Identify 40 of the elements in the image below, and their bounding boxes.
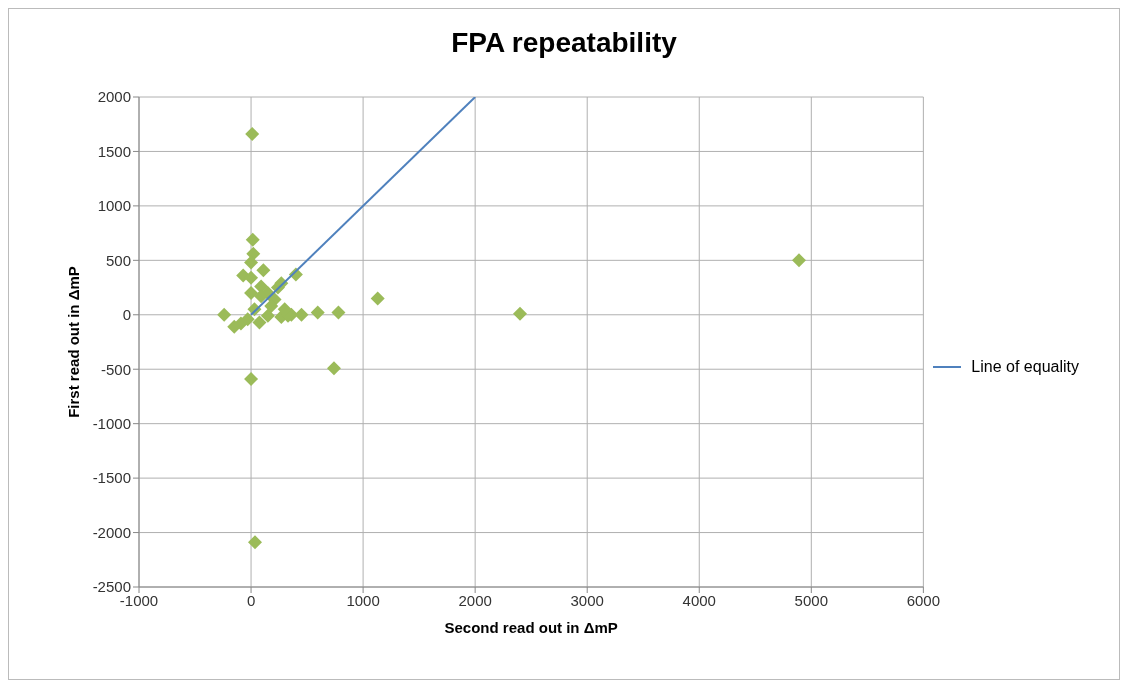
y-tick-label: -1000 xyxy=(92,414,131,432)
point xyxy=(252,315,267,330)
x-tick-label: 2000 xyxy=(458,591,492,609)
point xyxy=(217,307,232,322)
point xyxy=(331,305,346,320)
point xyxy=(244,286,259,300)
point xyxy=(244,255,259,270)
point xyxy=(310,305,325,320)
legend-label: Line of equality xyxy=(971,358,1079,376)
point xyxy=(264,299,279,314)
x-tick-label: 6000 xyxy=(906,591,941,609)
point xyxy=(244,372,259,387)
y-tick-label: 2000 xyxy=(97,88,131,106)
point xyxy=(245,127,260,142)
y-axis-title: First read out in ΔmP xyxy=(65,266,83,418)
point xyxy=(791,253,806,268)
x-tick-label: 1000 xyxy=(346,591,380,609)
y-tick-label: -1500 xyxy=(92,469,131,487)
x-tick-label: 0 xyxy=(246,591,256,609)
y-tick-label: 1000 xyxy=(97,197,131,215)
point xyxy=(326,361,341,376)
point xyxy=(240,312,255,327)
chart-title: FPA repeatability xyxy=(450,26,678,60)
point xyxy=(245,232,260,247)
y-tick-label: 1500 xyxy=(97,142,131,160)
point xyxy=(256,263,271,278)
point xyxy=(227,319,242,334)
y-tick-label: 500 xyxy=(105,251,131,269)
x-axis-title: Second read out in ΔmP xyxy=(444,618,618,636)
x-tick-label: 5000 xyxy=(794,591,828,609)
y-tick-label: -500 xyxy=(100,360,131,378)
point xyxy=(260,308,275,323)
y-tick-label: -2000 xyxy=(92,523,131,541)
point xyxy=(244,270,259,285)
point xyxy=(370,291,385,306)
x-tick-label: 4000 xyxy=(682,591,716,609)
x-tick-label: 3000 xyxy=(570,591,604,609)
y-tick-label: 0 xyxy=(122,306,131,324)
point xyxy=(247,535,262,550)
point xyxy=(512,306,527,321)
